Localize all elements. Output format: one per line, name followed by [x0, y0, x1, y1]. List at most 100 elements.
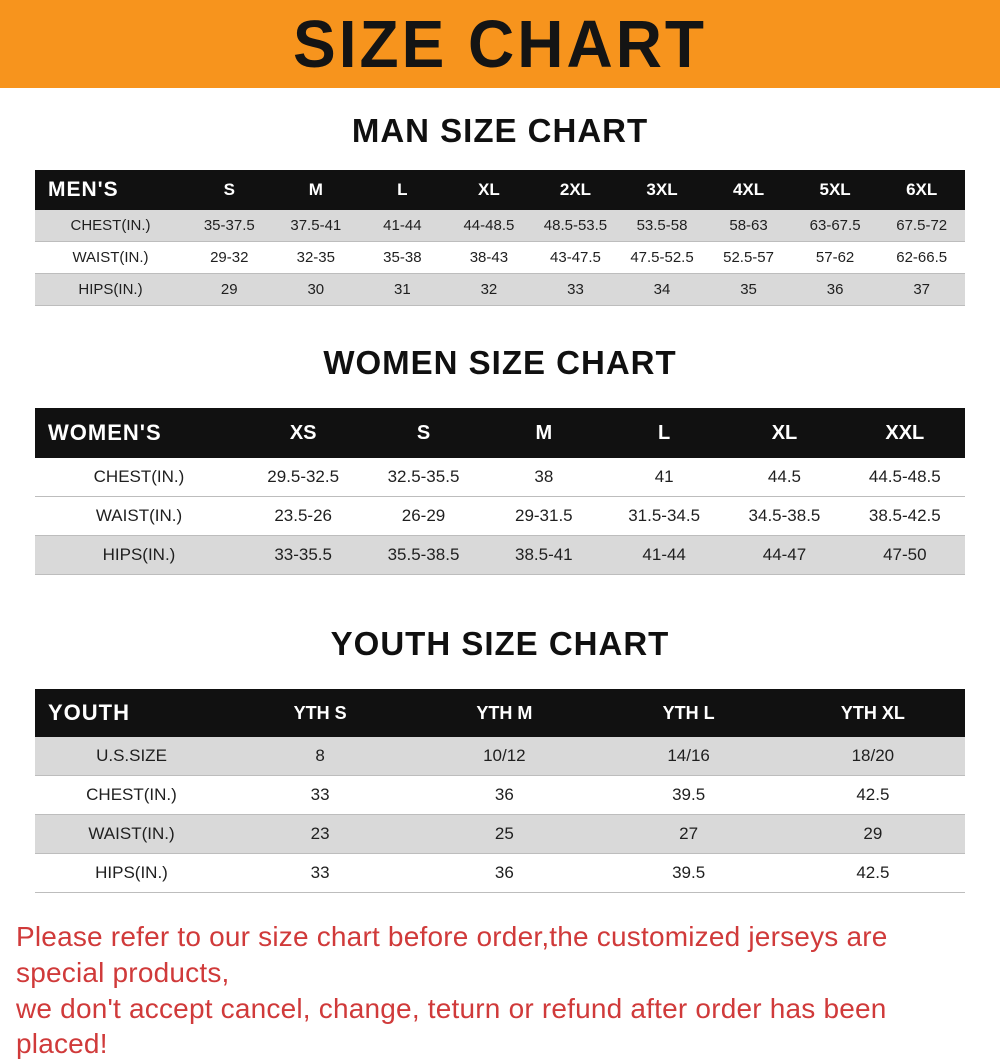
value-cell: 44.5-48.5 [868, 467, 941, 486]
measurement-row: HIPS(IN.) 29 30 31 32 33 34 35 36 37 [35, 273, 965, 306]
page-title: SIZE CHART [293, 6, 707, 82]
size-header-cell: 5XL [791, 170, 879, 210]
size-header-cell: S [186, 170, 273, 210]
value-cell: 47.5-52.5 [630, 249, 694, 266]
value-cell: 27 [679, 824, 699, 843]
man-size-section: MAN SIZE CHART MEN'S S M L XL 2XL 3XL 4XL 5XL 6XL… [0, 112, 1000, 306]
size-header-cell: XL [445, 170, 533, 210]
value-cell: 33 [310, 785, 330, 804]
value-cell: 44-47 [762, 545, 807, 564]
value-cell: 18/20 [851, 746, 895, 765]
value-cell: 67.5-72 [896, 217, 948, 234]
size-header-cell: XXL [844, 408, 965, 458]
row-label-cell: HIPS(IN.) [78, 281, 143, 298]
size-header-cell: XS [243, 408, 364, 458]
size-header-cell: L [603, 408, 725, 458]
size-chart-banner: SIZE CHART [0, 0, 1000, 88]
value-cell: 33 [310, 863, 330, 882]
value-cell: 41 [654, 467, 674, 486]
size-header-cell: S [363, 408, 484, 458]
value-cell: 48.5-53.5 [543, 217, 608, 234]
value-cell: 29-31.5 [514, 506, 573, 525]
value-cell: 52.5-57 [723, 249, 774, 266]
row-label-cell: CHEST(IN.) [93, 467, 185, 486]
value-cell: 43-47.5 [550, 249, 601, 266]
size-header-cell: M [483, 408, 604, 458]
size-header-cell: 3XL [618, 170, 706, 210]
table-title-cell: WOMEN'S [35, 408, 243, 458]
measurement-row: CHEST(IN.) 35-37.5 37.5-41 41-44 44-48.5 48.5… [35, 210, 965, 242]
measurement-row: HIPS(IN.) 33-35.5 35.5-38.5 38.5-41 41-44 44-… [35, 535, 965, 575]
value-cell: 44-48.5 [463, 217, 515, 234]
row-label-cell: WAIST(IN.) [72, 249, 149, 266]
value-cell: 29 [863, 824, 883, 843]
size-header-cell: YTH XL [780, 689, 965, 737]
size-header-cell: 4XL [705, 170, 792, 210]
table-title-cell: YOUTH [35, 689, 228, 737]
measurement-row: WAIST(IN.) 29-32 32-35 35-38 38-43 43-47.5 47.… [35, 242, 965, 274]
value-cell: 34 [653, 281, 671, 298]
value-cell: 35.5-38.5 [387, 545, 460, 564]
value-cell: 53.5-58 [636, 217, 688, 234]
size-header-cell: YTH S [228, 689, 413, 737]
size-header-cell: YTH M [412, 689, 597, 737]
value-cell: 42.5 [856, 785, 890, 804]
value-cell: 29 [220, 281, 238, 298]
row-label-cell: CHEST(IN.) [70, 217, 151, 234]
value-cell: 42.5 [856, 863, 890, 882]
youth-size-section: YOUTH SIZE CHART YOUTH YTH S YTH M YTH L YTH… [0, 625, 1000, 893]
measurement-row: WAIST(IN.) 23.5-26 26-29 29-31.5 31.5-34.5 34… [35, 497, 965, 536]
row-label-cell: HIPS(IN.) [102, 545, 176, 564]
value-cell: 10/12 [483, 746, 526, 765]
value-cell: 41-44 [642, 545, 686, 564]
value-cell: 37 [913, 281, 931, 298]
value-cell: 14/16 [667, 746, 710, 765]
value-cell: 32-35 [296, 249, 335, 266]
value-cell: 32 [480, 281, 498, 298]
row-label-cell: WAIST(IN.) [95, 506, 183, 525]
value-cell: 38 [534, 467, 554, 486]
disclaimer-text: Please refer to our size chart before or… [0, 919, 1000, 1062]
men-size-table: MEN'S S M L XL 2XL 3XL 4XL 5XL 6XL CHEST(IN.) 35-37… [35, 170, 965, 306]
row-label-cell: WAIST(IN.) [88, 824, 175, 843]
value-cell: 38.5-41 [514, 545, 573, 564]
value-cell: 36 [494, 785, 514, 804]
value-cell: 29-32 [210, 249, 249, 266]
size-header-cell: YTH L [596, 689, 781, 737]
women-size-heading: WOMEN SIZE CHART [323, 344, 677, 381]
value-cell: 34.5-38.5 [748, 506, 821, 525]
value-cell: 58-63 [729, 217, 768, 234]
value-cell: 39.5 [672, 785, 706, 804]
value-cell: 38.5-42.5 [868, 506, 941, 525]
man-size-heading: MAN SIZE CHART [351, 112, 649, 149]
measurement-row: CHEST(IN.) 29.5-32.5 32.5-35.5 38 41 44.5 44.5… [35, 458, 965, 497]
value-cell: 57-62 [815, 249, 855, 266]
measurement-row: U.S.SIZE 8 10/12 14/16 18/20 [35, 737, 965, 776]
value-cell: 44.5 [767, 467, 802, 486]
value-cell: 38-43 [469, 249, 509, 266]
size-header-cell: L [359, 170, 446, 210]
value-cell: 29.5-32.5 [267, 467, 340, 486]
value-cell: 35 [740, 281, 757, 298]
value-cell: 25 [494, 824, 514, 843]
disclaimer-line-1: Please refer to our size chart before or… [16, 921, 888, 988]
value-cell: 8 [315, 746, 325, 765]
row-label-cell: U.S.SIZE [96, 746, 167, 765]
value-cell: 32.5-35.5 [387, 467, 460, 486]
value-cell: 36 [494, 863, 514, 882]
disclaimer-line-2: we don't accept cancel, change, teturn o… [16, 992, 887, 1060]
size-header-cell: M [272, 170, 360, 210]
measurement-row: CHEST(IN.) 33 36 39.5 42.5 [35, 776, 965, 815]
value-cell: 62-66.5 [896, 249, 948, 266]
size-header-cell: XL [724, 408, 845, 458]
youth-size-heading: YOUTH SIZE CHART [330, 625, 670, 662]
value-cell: 37.5-41 [290, 217, 342, 234]
value-cell: 30 [307, 281, 325, 298]
value-cell: 35-37.5 [203, 217, 255, 234]
size-header-cell: 6XL [878, 170, 965, 210]
value-cell: 41-44 [383, 217, 422, 234]
value-cell: 39.5 [672, 863, 706, 882]
value-cell: 35-38 [383, 249, 422, 266]
value-cell: 33 [567, 281, 584, 298]
table-header-row: WOMEN'S XS S M L XL XXL [35, 408, 965, 458]
